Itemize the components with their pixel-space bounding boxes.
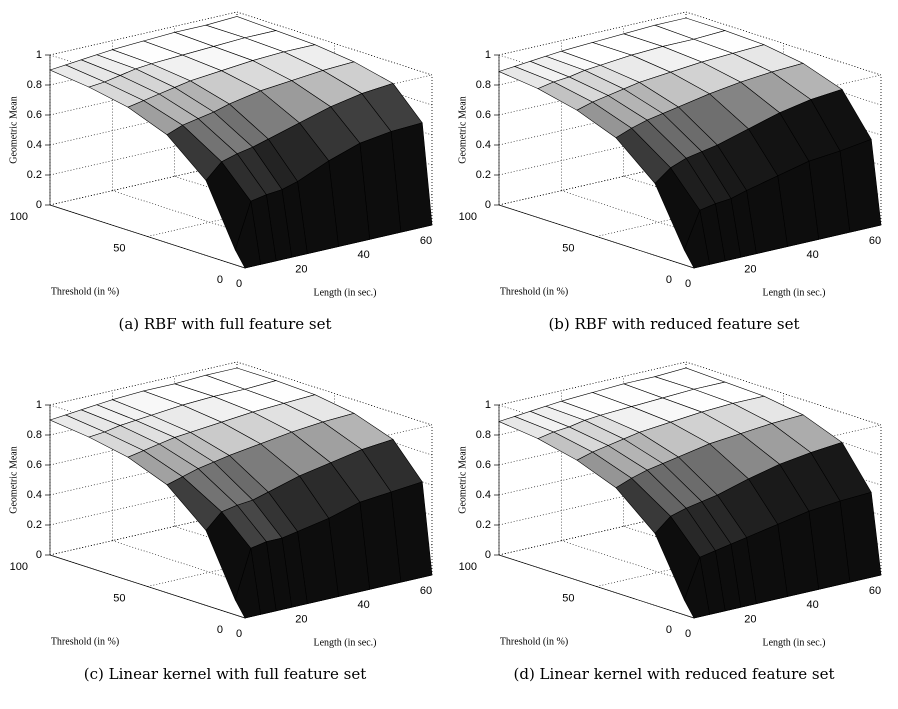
z-grid-line xyxy=(685,361,882,426)
z-grid-line xyxy=(49,361,238,406)
z-tick-label: 0.6 xyxy=(27,109,42,121)
caption: (d) Linear kernel with reduced feature s… xyxy=(513,665,834,683)
z-grid-line xyxy=(49,11,238,56)
z-tick-label: 0.4 xyxy=(476,489,491,501)
caption: (b) RBF with reduced feature set xyxy=(548,315,799,333)
y-tick-label: 0 xyxy=(217,624,223,636)
y-tick-label: 100 xyxy=(10,561,28,573)
x-tick-label: 0 xyxy=(685,628,691,640)
y-tick-label: 100 xyxy=(459,211,477,223)
x-tick-label: 20 xyxy=(295,614,307,626)
x-tick-label: 20 xyxy=(744,264,756,276)
z-grid-line xyxy=(236,11,433,76)
z-tick-label: 0.2 xyxy=(27,519,42,531)
subplot: 0 0.2 0.4 0.6 0.8 1 0 20 40 60 0 50 100 Geometric Mea… xyxy=(457,361,882,683)
caption: (a) RBF with full feature set xyxy=(118,315,331,333)
z-axis-label: Geometric Mean xyxy=(8,446,19,513)
x-tick-label: 40 xyxy=(807,249,819,261)
x-tick-label: 40 xyxy=(358,599,370,611)
x-tick-label: 20 xyxy=(744,614,756,626)
x-axis-label: Length (in sec.) xyxy=(762,287,825,298)
z-tick-label: 0.2 xyxy=(476,169,491,181)
y-axis xyxy=(498,554,695,619)
z-tick-label: 1 xyxy=(36,399,42,411)
x-tick-label: 60 xyxy=(869,585,881,597)
y-axis xyxy=(49,204,246,269)
x-tick-label: 0 xyxy=(236,628,242,640)
z-grid-line xyxy=(498,11,687,56)
z-tick-label: 0.4 xyxy=(27,489,42,501)
z-tick-label: 0 xyxy=(485,199,491,211)
y-tick-label: 50 xyxy=(562,242,574,254)
z-tick-label: 0.6 xyxy=(476,459,491,471)
y-tick-label: 0 xyxy=(217,274,223,286)
surface-patch xyxy=(234,201,261,269)
x-tick-label: 0 xyxy=(685,278,691,290)
y-axis-label: Threshold (in %) xyxy=(500,636,568,647)
y-axis xyxy=(498,204,695,269)
z-tick-label: 0.6 xyxy=(476,109,491,121)
z-tick-label: 0.8 xyxy=(476,429,491,441)
box-edge xyxy=(693,424,882,469)
box-edge xyxy=(693,74,882,119)
caption: (c) Linear kernel with full feature set xyxy=(84,665,366,683)
surface-patch xyxy=(683,209,710,269)
y-axis-label: Threshold (in %) xyxy=(500,286,568,297)
z-tick-label: 0 xyxy=(485,549,491,561)
x-tick-label: 0 xyxy=(236,278,242,290)
z-axis-label: Geometric Mean xyxy=(457,446,468,513)
y-tick-label: 50 xyxy=(113,242,125,254)
z-axis-label: Geometric Mean xyxy=(8,96,19,163)
x-axis-label: Length (in sec.) xyxy=(313,637,376,648)
y-tick-label: 50 xyxy=(113,592,125,604)
y-tick-label: 0 xyxy=(666,624,672,636)
z-grid-line xyxy=(236,361,433,426)
z-grid-line xyxy=(685,11,882,76)
x-tick-label: 60 xyxy=(869,235,881,247)
y-tick-label: 50 xyxy=(562,592,574,604)
x-axis-label: Length (in sec.) xyxy=(313,287,376,298)
y-tick-label: 0 xyxy=(666,274,672,286)
z-tick-label: 0.2 xyxy=(476,519,491,531)
z-tick-label: 1 xyxy=(485,399,491,411)
y-axis-label: Threshold (in %) xyxy=(51,636,119,647)
subplot: 0 0.2 0.4 0.6 0.8 1 0 20 40 60 0 50 100 Geometric Mea… xyxy=(457,11,882,333)
z-tick-label: 0.8 xyxy=(476,79,491,91)
subplot: 0 0.2 0.4 0.6 0.8 1 0 20 40 60 0 50 100 Geometric Mea… xyxy=(8,361,433,683)
surface-patch xyxy=(683,556,710,619)
x-tick-label: 40 xyxy=(358,249,370,261)
z-axis-label: Geometric Mean xyxy=(457,96,468,163)
x-tick-label: 60 xyxy=(420,235,432,247)
box-edge xyxy=(244,74,433,119)
x-tick-label: 40 xyxy=(807,599,819,611)
z-grid-line xyxy=(498,361,687,406)
z-tick-label: 0.4 xyxy=(476,139,491,151)
z-tick-label: 0.8 xyxy=(27,79,42,91)
y-axis xyxy=(49,554,246,619)
x-axis-label: Length (in sec.) xyxy=(762,637,825,648)
x-tick-label: 60 xyxy=(420,585,432,597)
z-tick-label: 0.4 xyxy=(27,139,42,151)
y-axis-label: Threshold (in %) xyxy=(51,286,119,297)
z-tick-label: 0.6 xyxy=(27,459,42,471)
z-tick-label: 0 xyxy=(36,549,42,561)
surface-patch xyxy=(234,548,261,619)
y-tick-label: 100 xyxy=(10,211,28,223)
z-tick-label: 0 xyxy=(36,199,42,211)
y-tick-label: 100 xyxy=(459,561,477,573)
z-tick-label: 0.2 xyxy=(27,169,42,181)
z-tick-label: 1 xyxy=(485,49,491,61)
x-tick-label: 20 xyxy=(295,264,307,276)
subplot: 0 0.2 0.4 0.6 0.8 1 0 20 40 60 0 50 100 Geometric Mea… xyxy=(8,11,433,333)
z-tick-label: 1 xyxy=(36,49,42,61)
box-edge xyxy=(244,424,433,469)
z-tick-label: 0.8 xyxy=(27,429,42,441)
